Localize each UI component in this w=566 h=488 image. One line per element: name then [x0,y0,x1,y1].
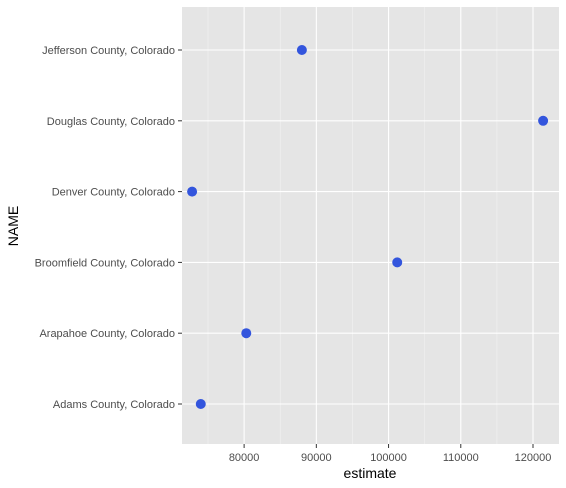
x-tick-label: 110000 [443,452,479,464]
y-tick-label: Denver County, Colorado [52,187,175,199]
data-point [392,257,403,268]
y-axis: Adams County, Colorado Arapahoe County, C… [35,45,182,411]
data-point [195,399,206,409]
data-point [187,186,198,197]
data-point [296,45,307,55]
x-axis-title: estimate [344,465,397,481]
data-points [187,45,549,409]
x-tick-label: 120000 [515,452,552,464]
minor-gridlines [207,7,498,444]
y-tick-label: Jefferson County, Colorado [42,45,175,57]
y-tick-label: Douglas County, Colorado [47,116,175,128]
x-tick-label: 80000 [229,452,260,464]
data-point [538,115,549,126]
data-point [241,328,252,339]
y-tick-label: Broomfield County, Colorado [35,257,175,269]
x-tick-label: 90000 [301,452,332,464]
y-tick-label: Arapahoe County, Colorado [39,328,175,340]
x-axis: 80000 90000 100000 110000 120000 [229,444,552,464]
plot-panel [182,7,559,444]
y-axis-title: NAME [5,206,21,246]
y-tick-label: Adams County, Colorado [53,399,175,411]
x-tick-label: 100000 [370,452,407,464]
